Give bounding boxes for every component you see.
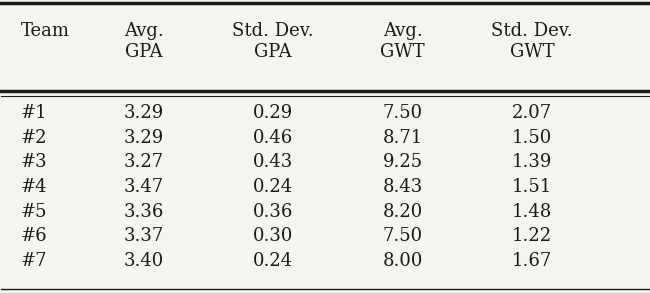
Text: 1.22: 1.22	[512, 227, 552, 246]
Text: 0.24: 0.24	[253, 178, 293, 196]
Text: #5: #5	[21, 203, 47, 221]
Text: 1.51: 1.51	[512, 178, 552, 196]
Text: 0.46: 0.46	[253, 129, 293, 147]
Text: Avg.
GWT: Avg. GWT	[380, 22, 425, 60]
Text: 3.40: 3.40	[124, 252, 164, 270]
Text: 0.36: 0.36	[253, 203, 293, 221]
Text: 0.29: 0.29	[253, 104, 293, 122]
Text: 3.37: 3.37	[124, 227, 164, 246]
Text: 7.50: 7.50	[383, 227, 422, 246]
Text: 3.27: 3.27	[124, 154, 164, 171]
Text: Std. Dev.
GWT: Std. Dev. GWT	[491, 22, 573, 60]
Text: 8.00: 8.00	[382, 252, 423, 270]
Text: 0.43: 0.43	[253, 154, 293, 171]
Text: 3.29: 3.29	[124, 129, 164, 147]
Text: #4: #4	[21, 178, 47, 196]
Text: Std. Dev.
GPA: Std. Dev. GPA	[233, 22, 314, 60]
Text: #1: #1	[21, 104, 47, 122]
Text: #3: #3	[21, 154, 47, 171]
Text: #6: #6	[21, 227, 47, 246]
Text: 1.48: 1.48	[512, 203, 552, 221]
Text: 7.50: 7.50	[383, 104, 422, 122]
Text: 8.20: 8.20	[383, 203, 422, 221]
Text: 3.36: 3.36	[124, 203, 164, 221]
Text: 3.47: 3.47	[124, 178, 164, 196]
Text: 1.39: 1.39	[512, 154, 552, 171]
Text: 2.07: 2.07	[512, 104, 552, 122]
Text: 0.30: 0.30	[253, 227, 293, 246]
Text: 0.24: 0.24	[253, 252, 293, 270]
Text: Avg.
GPA: Avg. GPA	[124, 22, 164, 60]
Text: #7: #7	[21, 252, 47, 270]
Text: #2: #2	[21, 129, 47, 147]
Text: 3.29: 3.29	[124, 104, 164, 122]
Text: 1.50: 1.50	[512, 129, 552, 147]
Text: 1.67: 1.67	[512, 252, 552, 270]
Text: 8.43: 8.43	[383, 178, 422, 196]
Text: 8.71: 8.71	[383, 129, 422, 147]
Text: 9.25: 9.25	[383, 154, 422, 171]
Text: Team: Team	[21, 22, 70, 40]
